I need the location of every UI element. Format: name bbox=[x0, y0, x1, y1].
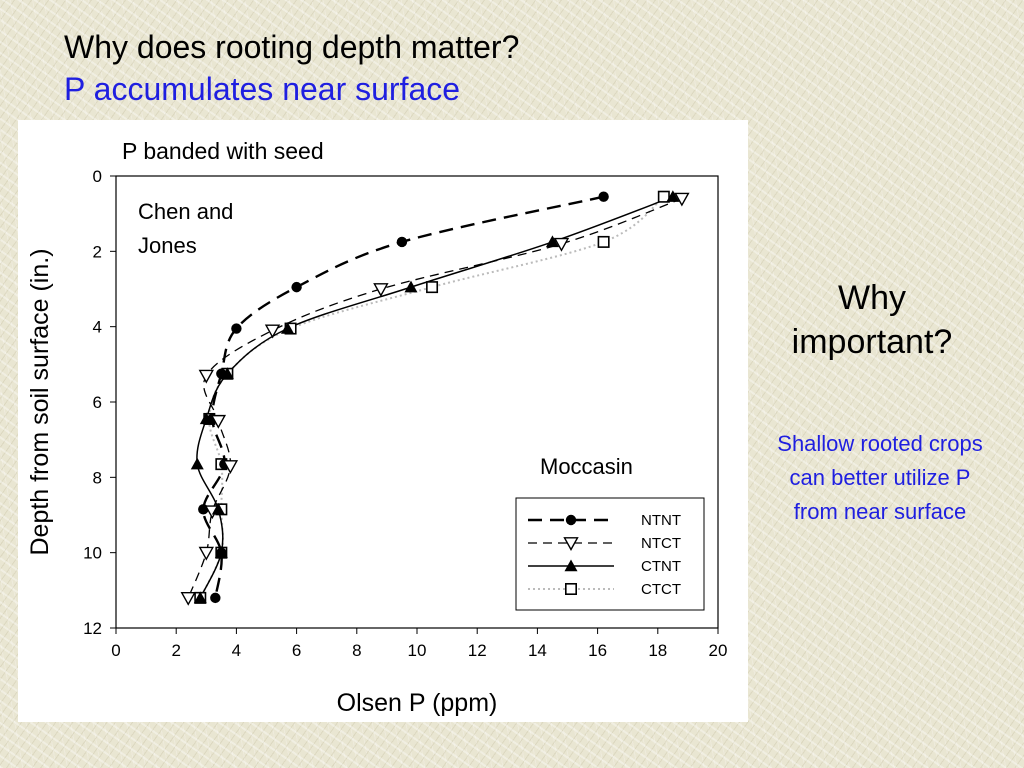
data-point-ntct bbox=[264, 324, 281, 339]
data-point-ctnt bbox=[214, 546, 228, 558]
slide-title-line1: Why does rooting depth matter? bbox=[64, 29, 520, 65]
x-tick-label: 16 bbox=[588, 641, 607, 660]
legend-label-ctnt: CTNT bbox=[641, 558, 681, 575]
legend-marker-ntct bbox=[563, 537, 579, 551]
slide-title: Why does rooting depth matter? P accumul… bbox=[64, 26, 519, 110]
data-point-ntct bbox=[180, 591, 196, 606]
legend-marker-ctnt bbox=[564, 559, 578, 572]
legend-label-ctct: CTCT bbox=[641, 581, 681, 598]
legend-label-ntnt: NTNT bbox=[641, 512, 681, 529]
data-point-ctnt bbox=[666, 190, 680, 202]
side-answer: Shallow rooted crops can better utilize … bbox=[777, 431, 983, 524]
data-point-ntnt bbox=[210, 592, 221, 604]
chart-panel: P banded with seed Chen and Jones Moccas… bbox=[18, 120, 748, 722]
data-point-ctnt bbox=[281, 322, 295, 334]
x-tick-label: 10 bbox=[408, 641, 427, 660]
y-tick-label: 12 bbox=[83, 619, 102, 638]
data-point-ctnt bbox=[199, 412, 213, 425]
side-question: Why important? bbox=[791, 279, 953, 361]
data-point-ntct bbox=[198, 546, 214, 561]
data-point-ctnt bbox=[193, 591, 207, 604]
annotation-chen-line1: Chen and bbox=[138, 199, 233, 224]
x-tick-label: 12 bbox=[468, 641, 487, 660]
data-point-ntct bbox=[210, 414, 227, 429]
chart-title: P banded with seed bbox=[122, 138, 324, 164]
y-tick-label: 4 bbox=[93, 318, 102, 337]
y-tick-label: 6 bbox=[93, 393, 102, 412]
x-tick-label: 18 bbox=[648, 641, 667, 660]
data-point-ntnt bbox=[598, 191, 609, 202]
x-tick-label: 20 bbox=[709, 641, 728, 660]
depth-profile-chart: P banded with seed Chen and Jones Moccas… bbox=[26, 138, 728, 717]
annotation-chen-line2: Jones bbox=[138, 233, 197, 258]
x-axis-label: Olsen P (ppm) bbox=[337, 689, 498, 717]
data-point-ntct bbox=[198, 369, 214, 384]
x-tick-label: 0 bbox=[111, 641, 120, 660]
y-tick-label: 10 bbox=[83, 544, 102, 563]
data-point-ctct bbox=[597, 235, 610, 248]
legend-box bbox=[515, 497, 705, 611]
data-point-ntct bbox=[553, 237, 570, 252]
y-tick-label: 0 bbox=[93, 167, 102, 186]
data-point-ntct bbox=[373, 283, 389, 297]
legend-marker-ctct bbox=[564, 582, 577, 595]
data-point-ctnt bbox=[190, 457, 204, 470]
slide-title-line2: P accumulates near surface bbox=[64, 71, 461, 107]
annotation-moccasin: Moccasin bbox=[540, 454, 633, 479]
data-point-ntnt bbox=[231, 323, 242, 334]
legend-marker-ntnt bbox=[565, 514, 577, 526]
x-tick-label: 6 bbox=[292, 641, 301, 660]
data-point-ctnt bbox=[545, 235, 559, 248]
legend-label-ntct: NTCT bbox=[641, 535, 681, 552]
x-tick-label: 8 bbox=[352, 641, 361, 660]
data-point-ctct bbox=[426, 281, 439, 294]
data-point-ntnt bbox=[396, 236, 408, 248]
data-point-ctnt bbox=[211, 502, 225, 515]
data-point-ntnt bbox=[291, 281, 302, 293]
x-tick-label: 2 bbox=[171, 641, 180, 660]
y-tick-label: 8 bbox=[93, 468, 102, 487]
y-tick-label: 2 bbox=[93, 242, 102, 261]
x-tick-label: 14 bbox=[528, 641, 547, 660]
data-point-ctct bbox=[657, 190, 670, 203]
y-axis-label: Depth from soil surface (in.) bbox=[26, 248, 54, 555]
x-tick-label: 4 bbox=[232, 641, 241, 660]
data-point-ctnt bbox=[220, 367, 234, 379]
series-line-ntct bbox=[187, 197, 683, 599]
data-point-ntct bbox=[674, 192, 690, 207]
data-point-ntct bbox=[222, 460, 239, 474]
data-point-ctnt bbox=[404, 280, 418, 293]
